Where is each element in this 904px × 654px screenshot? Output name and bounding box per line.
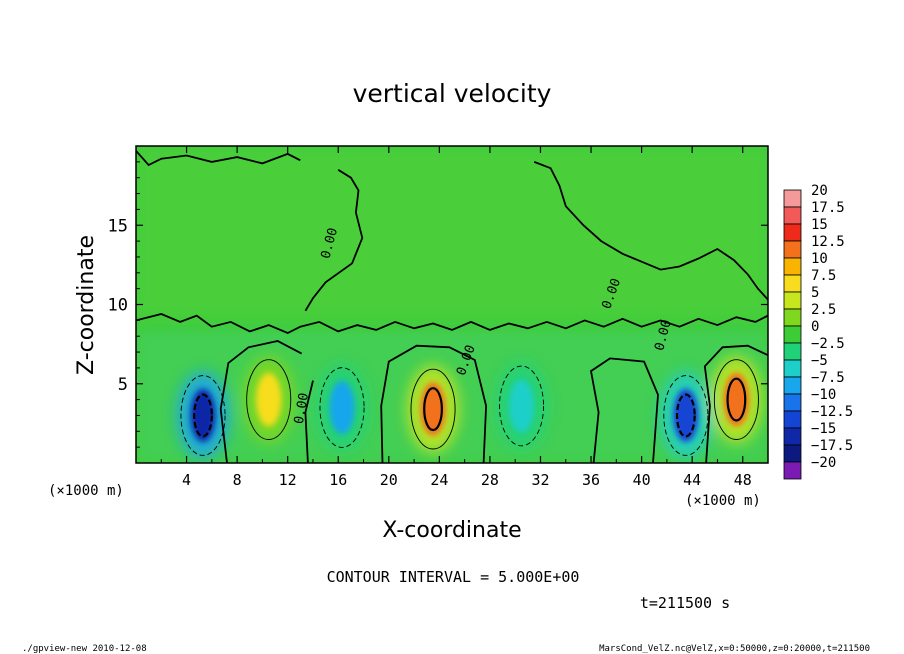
colorbar-cell-0 (783, 189, 802, 208)
colorbar-label-15: −17.5 (811, 438, 853, 454)
zero-contour-2 (533, 161, 768, 301)
footer-left: ./gpview-new 2010-12-08 (22, 644, 147, 654)
colorbar-cell-1 (783, 206, 802, 225)
zero-contour-1 (304, 169, 364, 312)
feature-core-1 (256, 373, 282, 427)
colorbar-label-4: 10 (811, 251, 828, 267)
contour-outer-5 (663, 375, 709, 456)
contour-outer-2 (319, 367, 365, 448)
x-tick-label-8: 36 (582, 471, 600, 489)
colorbar-label-5: 7.5 (811, 268, 836, 284)
colorbar-label-3: 12.5 (811, 234, 845, 250)
colorbar-label-12: −10 (811, 387, 836, 403)
zero-contour-8 (703, 344, 768, 463)
x-axis-label: X-coordinate (382, 518, 521, 543)
colorbar-label-0: 20 (811, 183, 828, 199)
contour-outer-1 (246, 359, 292, 440)
x-tick-label-0: 4 (182, 471, 191, 489)
colorbar-label-2: 15 (811, 217, 828, 233)
colorbar-cell-4 (783, 257, 802, 276)
x-tick-label-9: 40 (633, 471, 651, 489)
chart-title: vertical velocity (353, 79, 552, 108)
colorbar-label-1: 17.5 (811, 200, 845, 216)
colorbar-label-9: −2.5 (811, 336, 845, 352)
zero-contour-7 (590, 357, 659, 463)
colorbar-label-16: −20 (811, 455, 836, 471)
x-tick-label-1: 8 (233, 471, 242, 489)
x-tick-label-2: 12 (279, 471, 297, 489)
contour-interval-text: CONTOUR INTERVAL = 5.000E+00 (327, 568, 580, 586)
zero-contour-5 (380, 344, 488, 463)
colorbar-label-8: 0 (811, 319, 819, 335)
contour-outer-4 (499, 365, 545, 447)
colorbar-cell-10 (783, 359, 802, 378)
colorbar-cell-7 (783, 308, 802, 327)
y-axis-label: Z-coordinate (74, 235, 99, 375)
x-tick-label-11: 48 (734, 471, 752, 489)
colorbar-label-10: −5 (811, 353, 828, 369)
colorbar-cell-13 (783, 410, 802, 429)
time-text: t=211500 s (640, 594, 730, 612)
colorbar-cell-5 (783, 274, 802, 293)
colorbar-cell-8 (783, 325, 802, 344)
colorbar-label-14: −15 (811, 421, 836, 437)
zero-contour-4 (219, 340, 303, 463)
colorbar-label-7: 2.5 (811, 302, 836, 318)
footer-right: MarsCond_VelZ.nc@VelZ,x=0:50000,z=0:2000… (599, 644, 870, 654)
x-tick-label-10: 44 (683, 471, 701, 489)
colorbar-label-11: −7.5 (811, 370, 845, 386)
contour-outer-3 (410, 368, 456, 450)
x-tick-label-5: 24 (430, 471, 448, 489)
x-tick-label-6: 28 (481, 471, 499, 489)
x-tick-label-7: 32 (531, 471, 549, 489)
y-axis-unit: (×1000 m) (48, 483, 124, 499)
contour-inner-0 (193, 393, 213, 438)
plot-field (136, 146, 768, 463)
colorbar-label-6: 5 (811, 285, 819, 301)
colorbar-cell-3 (783, 240, 802, 259)
x-axis-unit: (×1000 m) (685, 493, 761, 509)
feature-core-4 (508, 379, 535, 433)
x-tick-label-4: 20 (380, 471, 398, 489)
colorbar-cell-9 (783, 342, 802, 361)
contour-inner-3 (423, 387, 443, 432)
colorbar-cell-2 (783, 223, 802, 242)
contour-inner-6 (726, 377, 747, 422)
zero-contour-3 (136, 313, 768, 334)
y-tick-label-0: 5 (118, 375, 128, 395)
colorbar-cell-15 (783, 444, 802, 463)
colorbar-label-13: −12.5 (811, 404, 853, 420)
colorbar-cell-16 (783, 461, 802, 480)
y-tick-label-1: 10 (108, 296, 128, 316)
x-tick-label-3: 16 (329, 471, 347, 489)
feature-core-2 (329, 380, 355, 435)
colorbar-cell-12 (783, 393, 802, 412)
y-tick-label-2: 15 (108, 216, 128, 236)
zero-contour-0 (136, 150, 301, 167)
contour-label-1: 0.00 (292, 392, 312, 425)
contour-outer-6 (713, 359, 759, 440)
colorbar-cell-11 (783, 376, 802, 395)
contour-inner-5 (675, 393, 696, 438)
zero-contour-6 (304, 380, 314, 463)
colorbar-cell-6 (783, 291, 802, 310)
contour-outer-0 (180, 375, 226, 456)
colorbar-cell-14 (783, 427, 802, 446)
